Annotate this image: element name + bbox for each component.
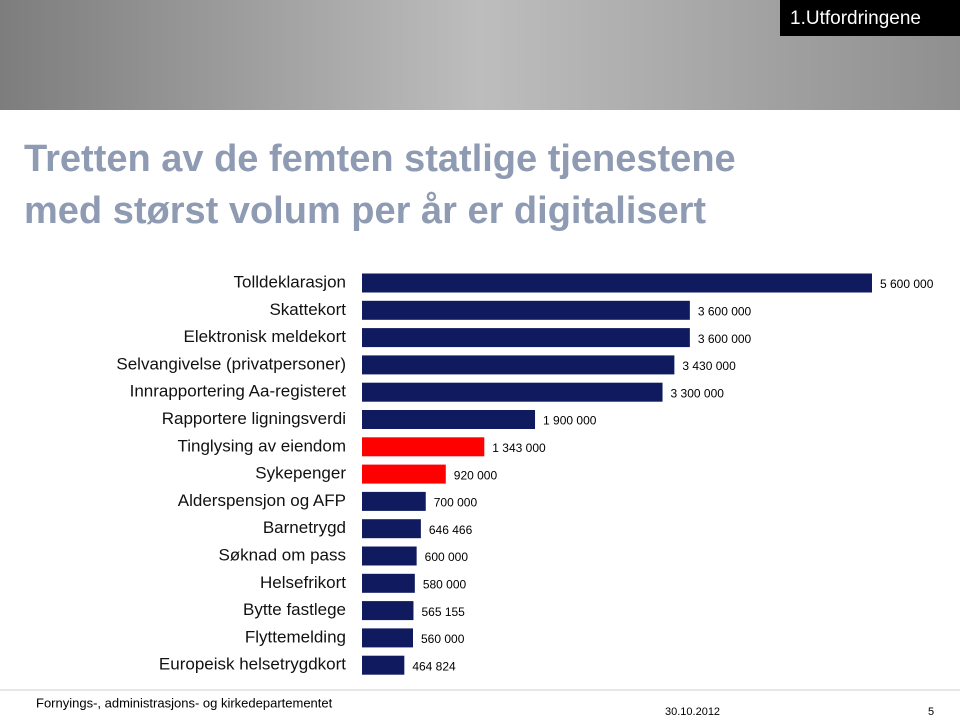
value-label: 560 000 [421,632,465,646]
bar [362,355,675,375]
plot: Tolldeklarasjon 5 600 000 Skattekort 3 600 … [116,272,934,675]
category-label: Alderspensjon og AFP [178,491,346,510]
category-label: Rapportere ligningsverdi [162,409,346,428]
category-label: Søknad om pass [218,545,346,564]
category-label: Europeisk helsetrygdkort [159,655,346,674]
bar [362,464,446,484]
header-tab-bg [780,0,960,36]
category-label: Barnetrygd [263,518,346,537]
category-label: Flyttemelding [245,627,346,646]
value-label: 920 000 [454,468,498,482]
footer-date: 30.10.2012 [665,706,720,718]
value-label: 700 000 [434,496,478,510]
bar [362,573,415,593]
value-label: 5 600 000 [880,277,934,291]
title: med størst volum per år er digitalisert [24,190,706,232]
category-label: Helsefrikort [260,573,346,592]
category-label: Tinglysing av eiendom [177,436,346,455]
category-label: Innrapportering Aa-registeret [130,382,347,401]
value-label: 3 600 000 [698,332,752,346]
value-label: 565 155 [421,605,465,619]
bar [362,410,536,429]
footer-page: 5 [928,706,934,718]
category-label: Tolldeklarasjon [234,272,346,291]
value-label: 1 900 000 [543,414,597,428]
value-label: 3 600 000 [698,304,752,318]
value-label: 464 824 [412,659,456,673]
header-tab: 1.Utfordringene [790,8,921,29]
bar [362,300,690,320]
category-label: Sykepenger [255,464,346,483]
category-label: Bytte fastlege [243,600,346,619]
category-label: Elektronisk meldekort [183,327,346,346]
value-label: 3 430 000 [682,359,736,373]
bar [362,655,405,675]
bar [362,628,413,648]
bar [362,519,421,539]
title: Tretten av de femten statlige tjenestene [24,138,736,180]
bar [362,328,690,348]
bar [362,382,663,402]
value-label: 1 343 000 [492,441,546,455]
category-label: Selvangivelse (privatpersoner) [116,354,346,373]
value-label: 580 000 [423,577,467,591]
bar [362,601,414,621]
bar [362,491,426,511]
category-label: Skattekort [269,300,346,319]
value-label: 600 000 [425,550,469,564]
footer-department: Fornyings-, administrasjons- og kirkedep… [36,695,333,710]
bar [362,546,417,566]
bar [362,273,872,293]
value-label: 3 300 000 [671,386,725,400]
value-label: 646 466 [429,523,473,537]
bar [362,437,485,457]
